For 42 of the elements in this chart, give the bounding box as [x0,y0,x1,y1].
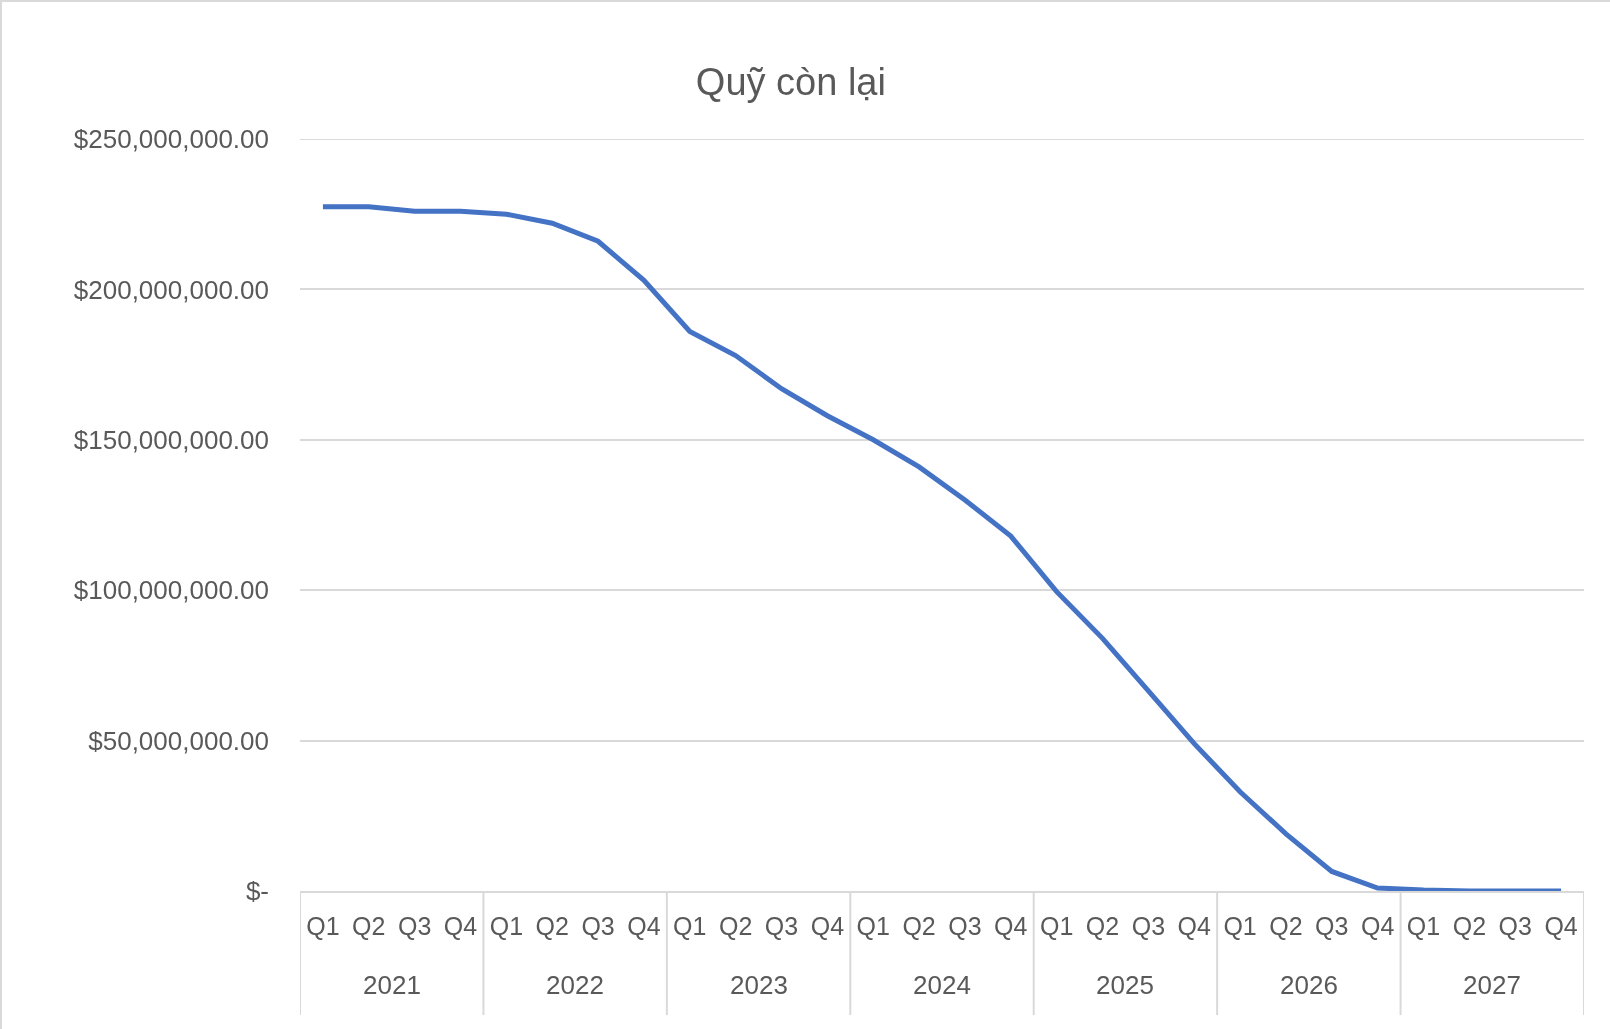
x-tick-label: Q3 [948,912,982,940]
x-tick-label: Q3 [581,912,615,940]
x-tick-label: Q2 [1269,912,1303,940]
text: 2022 [546,970,604,1000]
x-tick-label: Q1 [1039,912,1074,940]
text: 2024 [913,970,971,1000]
text: 2026 [1280,970,1338,1000]
x-tick-label: Q3 [1131,912,1166,940]
x-tick-label: Q3 [1315,912,1349,940]
y-tick-label: $50,000,000.00 [88,725,269,756]
x-tick-label: Q2 [718,912,753,940]
x-tick-label: Q4 [810,912,845,940]
x-tick-label: Q4 [627,912,661,940]
x-tick-label: Q2 [352,912,386,940]
x-tick-label: Q4 [1177,912,1211,940]
x-tick-label: Q2 [902,912,936,940]
x-tick-label: Q2 [1085,912,1120,940]
chart-title: Quỹ còn lại [695,61,886,104]
x-tick-label: Q3 [764,912,799,940]
y-tick-label: $150,000,000.00 [73,424,269,455]
y-tick-label: $250,000,000.00 [73,124,269,155]
x-tick-label: Q4 [1544,912,1578,940]
x-tick-label: Q1 [673,912,707,940]
x-tick-label: Q1 [306,912,340,940]
x-tick-label: Q3 [1498,912,1532,940]
y-tick-label: $- [245,876,269,907]
x-tick-label: Q4 [1360,912,1395,940]
x-tick-label: Q2 [535,912,569,940]
x-tick-label: Q1 [1406,912,1441,940]
text: 2027 [1463,970,1521,1000]
y-tick-label: $100,000,000.00 [73,575,269,606]
text: 2025 [1096,970,1154,1000]
x-tick-label: Q3 [397,912,432,940]
x-tick-label: Q1 [1223,912,1257,940]
y-tick-label: $200,000,000.00 [73,274,269,305]
text: 2021 [363,970,421,1000]
text: 2023 [730,970,788,1000]
x-tick-label: Q4 [443,912,478,940]
x-tick-label: Q1 [489,912,524,940]
x-tick-label: Q2 [1452,912,1487,940]
x-tick-label: Q1 [856,912,890,940]
x-tick-label: Q4 [994,912,1028,940]
